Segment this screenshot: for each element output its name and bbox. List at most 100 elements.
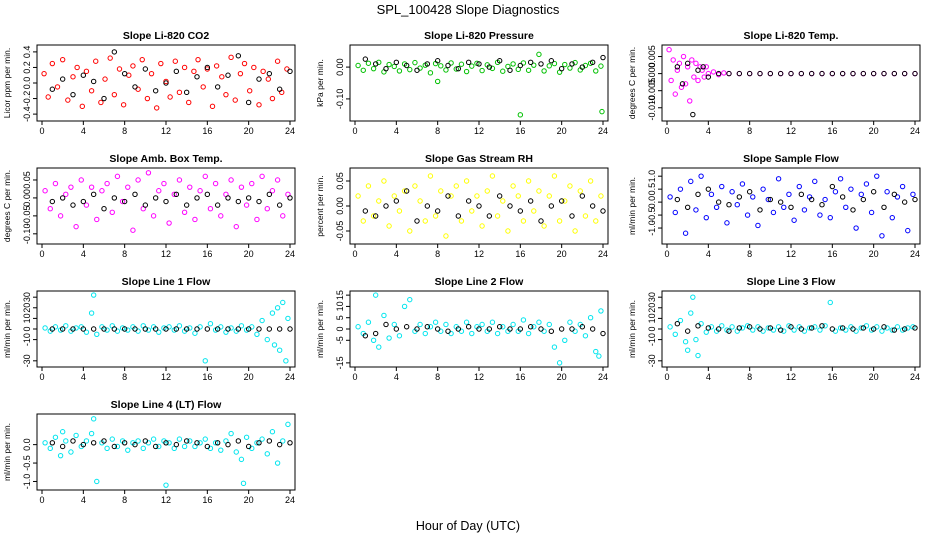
data-point — [235, 53, 242, 59]
x-tick-label: 8 — [122, 126, 127, 136]
data-point — [746, 70, 753, 77]
data-point — [677, 317, 684, 324]
data-point — [817, 327, 823, 333]
figure-x-axis-label: Hour of Day (UTC) — [416, 519, 520, 533]
data-point — [551, 173, 558, 179]
data-point — [80, 441, 87, 448]
data-point — [114, 443, 121, 450]
y-tick-label: -1.0 — [22, 474, 32, 490]
data-point — [726, 328, 732, 334]
data-point — [74, 64, 80, 71]
data-point — [167, 94, 173, 100]
data-point — [684, 347, 691, 353]
x-tick-label: 0 — [352, 372, 357, 382]
scatter-panel-1: Slope Li-820 CO2 Licor ppm per min. 0 4 8 12 1… — [2, 30, 296, 136]
data-point — [285, 421, 291, 428]
data-point — [383, 203, 389, 209]
data-point — [90, 440, 97, 446]
data-point — [225, 195, 231, 201]
series-2 — [674, 183, 918, 213]
data-point — [232, 97, 238, 103]
data-point — [59, 429, 66, 435]
data-point — [750, 327, 756, 333]
data-point — [688, 178, 694, 185]
data-point — [414, 326, 420, 332]
data-point — [101, 205, 107, 212]
data-point — [57, 452, 64, 459]
data-point — [874, 173, 880, 179]
data-point — [489, 65, 496, 72]
y-tick-label: 1.0 — [647, 170, 657, 183]
data-point — [507, 203, 513, 209]
data-point — [116, 66, 123, 72]
data-point — [729, 189, 735, 195]
y-tick-label: -0.5 — [22, 455, 32, 471]
data-point — [68, 184, 74, 190]
data-point — [765, 325, 771, 331]
data-point — [243, 202, 250, 208]
data-point — [705, 186, 712, 192]
data-point — [434, 58, 441, 64]
y-tick-label: 0.0 — [647, 196, 657, 209]
data-point — [739, 181, 746, 187]
data-point — [517, 208, 524, 214]
data-point — [548, 58, 555, 64]
x-tick-label: 8 — [122, 495, 127, 505]
data-point — [104, 327, 110, 333]
data-point — [403, 62, 410, 69]
data-point — [479, 321, 485, 328]
data-point — [393, 59, 400, 66]
data-point — [269, 429, 276, 435]
data-point — [703, 214, 709, 221]
data-point — [684, 328, 691, 334]
data-point — [598, 193, 604, 199]
x-tick-label: 20 — [869, 249, 879, 259]
data-point — [672, 209, 678, 216]
data-point — [884, 325, 890, 331]
data-point — [414, 218, 420, 224]
data-point — [90, 292, 97, 298]
scatter-panel-8: Slope Line 2 Flow ml/min per min. 0 4 8 12 16 2… — [315, 276, 609, 382]
data-point — [680, 53, 687, 60]
data-point — [698, 173, 704, 179]
data-point — [899, 183, 906, 190]
data-point — [829, 70, 836, 77]
data-point — [401, 188, 408, 194]
data-point — [798, 326, 805, 332]
data-point — [214, 84, 221, 90]
data-point — [254, 216, 260, 223]
data-point — [445, 62, 451, 69]
data-point — [507, 326, 513, 332]
data-point — [894, 194, 901, 200]
y-axis-label: ml/min per min. — [2, 300, 12, 358]
data-point — [176, 436, 183, 442]
data-point — [693, 336, 699, 343]
data-point — [715, 326, 722, 332]
y-tick-label: -10 — [22, 333, 32, 346]
data-point — [510, 61, 516, 67]
data-point — [166, 220, 172, 226]
data-point — [527, 59, 534, 66]
data-point — [541, 68, 547, 74]
data-point — [204, 191, 211, 198]
x-tick-label: 24 — [285, 249, 295, 259]
series-1 — [667, 173, 916, 239]
data-point — [212, 440, 219, 446]
data-point — [235, 438, 242, 444]
x-tick-label: 20 — [557, 372, 567, 382]
y-tick-label: -0.10 — [22, 224, 32, 245]
data-point — [52, 180, 59, 187]
data-point — [489, 173, 496, 179]
data-point — [736, 70, 743, 77]
data-point — [102, 76, 108, 82]
data-point — [465, 198, 472, 204]
plot-frame — [661, 167, 921, 245]
data-point — [119, 198, 126, 205]
y-tick-label: 0.05 — [335, 172, 345, 190]
series-1 — [42, 170, 291, 233]
data-point — [700, 64, 706, 70]
data-point — [674, 196, 681, 203]
data-point — [788, 70, 794, 77]
data-point — [484, 188, 490, 194]
data-point — [881, 324, 887, 330]
